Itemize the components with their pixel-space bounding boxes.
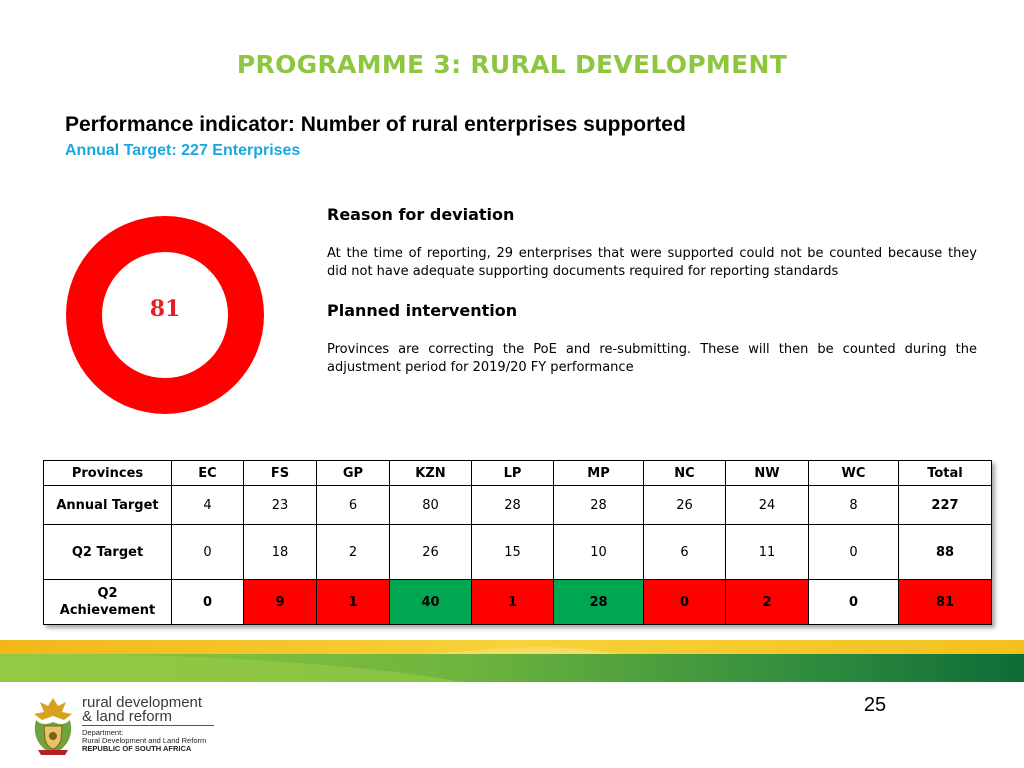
table-cell: 0 <box>808 579 899 625</box>
performance-indicator: Performance indicator: Number of rural e… <box>65 113 686 136</box>
table-cell: 2 <box>316 524 390 580</box>
intervention-heading: Planned intervention <box>327 301 518 320</box>
table-cell: 28 <box>553 485 644 525</box>
annual-target-label: Annual Target: 227 Enterprises <box>65 142 301 159</box>
logo-dept-name: Rural Development and Land Reform <box>82 736 207 745</box>
table-row-annual-target: Annual Target 4 23 6 80 28 28 26 24 8 22… <box>43 485 992 525</box>
donut-ring <box>66 216 264 414</box>
table-cell-total: 88 <box>898 524 992 580</box>
page-number: 25 <box>863 694 887 716</box>
header-fs: FS <box>243 460 317 486</box>
table-cell: 24 <box>725 485 809 525</box>
table-cell: 6 <box>643 524 726 580</box>
table-cell: 18 <box>243 524 317 580</box>
table-cell: 0 <box>808 524 899 580</box>
header-ec: EC <box>171 460 244 486</box>
table-cell: 8 <box>808 485 899 525</box>
header-nc: NC <box>643 460 726 486</box>
table-cell: 10 <box>553 524 644 580</box>
reason-heading: Reason for deviation <box>327 205 515 224</box>
header-wc: WC <box>808 460 899 486</box>
row-label: Q2 Achievement <box>43 579 172 625</box>
logo-text-line2: & land reform <box>82 708 173 725</box>
reason-text: At the time of reporting, 29 enterprises… <box>327 246 977 279</box>
table-cell: 9 <box>243 579 317 625</box>
table-cell: 11 <box>725 524 809 580</box>
table-cell: 0 <box>171 579 244 625</box>
table-cell: 15 <box>471 524 554 580</box>
logo-divider <box>82 725 214 726</box>
table-cell: 23 <box>243 485 317 525</box>
header-provinces: Provinces <box>43 460 172 486</box>
table-header-row: Provinces EC FS GP KZN LP MP NC NW WC To… <box>43 460 992 486</box>
table-cell-total: 227 <box>898 485 992 525</box>
table-cell: 6 <box>316 485 390 525</box>
donut-value: 81 <box>149 296 181 322</box>
header-nw: NW <box>725 460 809 486</box>
row-label: Q2 Target <box>43 524 172 580</box>
logo-country: REPUBLIC OF SOUTH AFRICA <box>82 744 192 753</box>
table-row-q2-target: Q2 Target 0 18 2 26 15 10 6 11 0 88 <box>43 524 992 580</box>
provinces-table: Provinces EC FS GP KZN LP MP NC NW WC To… <box>43 460 992 625</box>
table-cell: 0 <box>643 579 726 625</box>
intervention-text: Provinces are correcting the PoE and re-… <box>327 342 977 375</box>
header-mp: MP <box>553 460 644 486</box>
table-cell-total: 81 <box>898 579 992 625</box>
table-cell: 26 <box>643 485 726 525</box>
row-label: Annual Target <box>43 485 172 525</box>
table-cell: 1 <box>471 579 554 625</box>
header-kzn: KZN <box>389 460 472 486</box>
header-gp: GP <box>316 460 390 486</box>
footer-band <box>0 640 1024 682</box>
achievement-donut <box>66 216 264 414</box>
table-cell: 28 <box>471 485 554 525</box>
header-total: Total <box>898 460 992 486</box>
table-cell: 40 <box>389 579 472 625</box>
logo-text-line1: rural development <box>82 694 203 711</box>
table-cell: 0 <box>171 524 244 580</box>
table-row-q2-achievement: Q2 Achievement 0 9 1 40 1 28 0 2 0 81 <box>43 579 992 625</box>
coat-of-arms-icon <box>34 698 72 755</box>
page-title: PROGRAMME 3: RURAL DEVELOPMENT <box>236 50 788 79</box>
table-cell: 4 <box>171 485 244 525</box>
table-cell: 2 <box>725 579 809 625</box>
logo-dept-label: Department: <box>82 728 124 737</box>
table-cell: 1 <box>316 579 390 625</box>
table-cell: 28 <box>553 579 644 625</box>
table-cell: 26 <box>389 524 472 580</box>
header-lp: LP <box>471 460 554 486</box>
table-cell: 80 <box>389 485 472 525</box>
